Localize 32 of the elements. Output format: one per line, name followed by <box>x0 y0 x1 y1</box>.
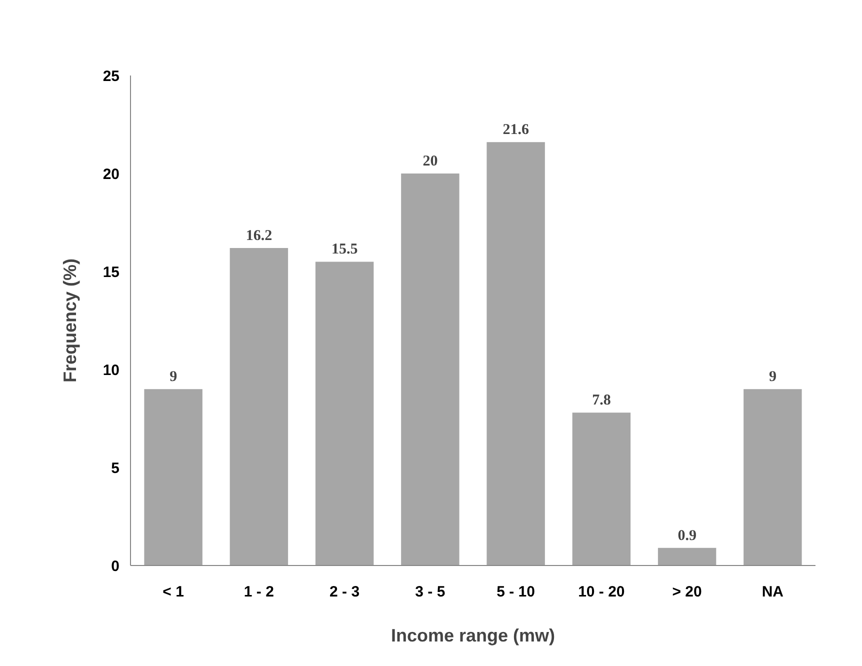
x-tick-label: 10 - 20 <box>578 584 625 600</box>
bar <box>744 389 802 566</box>
data-label: 7.8 <box>592 392 611 409</box>
x-tick-label: 3 - 5 <box>415 584 446 600</box>
bar <box>401 174 460 566</box>
data-label: 9 <box>768 369 776 386</box>
data-label: 20 <box>422 154 438 170</box>
x-axis-title: Income range (mw) <box>390 626 556 646</box>
y-tick-label: 10 <box>102 362 120 379</box>
data-label: 16.2 <box>246 228 272 244</box>
data-label: 15.5 <box>331 242 358 258</box>
y-tick-label: 15 <box>102 264 120 281</box>
x-tick-label: NA <box>762 584 784 600</box>
bar <box>486 142 545 566</box>
bar <box>315 262 374 566</box>
data-label: 9 <box>170 369 178 386</box>
y-tick-label: 25 <box>102 68 120 85</box>
x-tick-label: > 20 <box>672 584 702 600</box>
y-tick-label: 20 <box>102 166 120 183</box>
x-tick-label: < 1 <box>162 584 184 600</box>
y-tick-label: 0 <box>111 558 120 575</box>
bar <box>230 248 288 566</box>
bar <box>658 548 716 566</box>
x-tick-label: 5 - 10 <box>496 584 535 600</box>
x-tick-label: 2 - 3 <box>330 584 360 600</box>
bar <box>572 412 631 566</box>
bar <box>144 389 202 566</box>
data-label: 21.6 <box>502 122 530 138</box>
y-axis-title: Frequency (%) <box>60 258 80 383</box>
x-tick-label: 1 - 2 <box>244 584 274 600</box>
data-label: 0.9 <box>678 528 696 544</box>
y-tick-label: 5 <box>111 460 120 477</box>
